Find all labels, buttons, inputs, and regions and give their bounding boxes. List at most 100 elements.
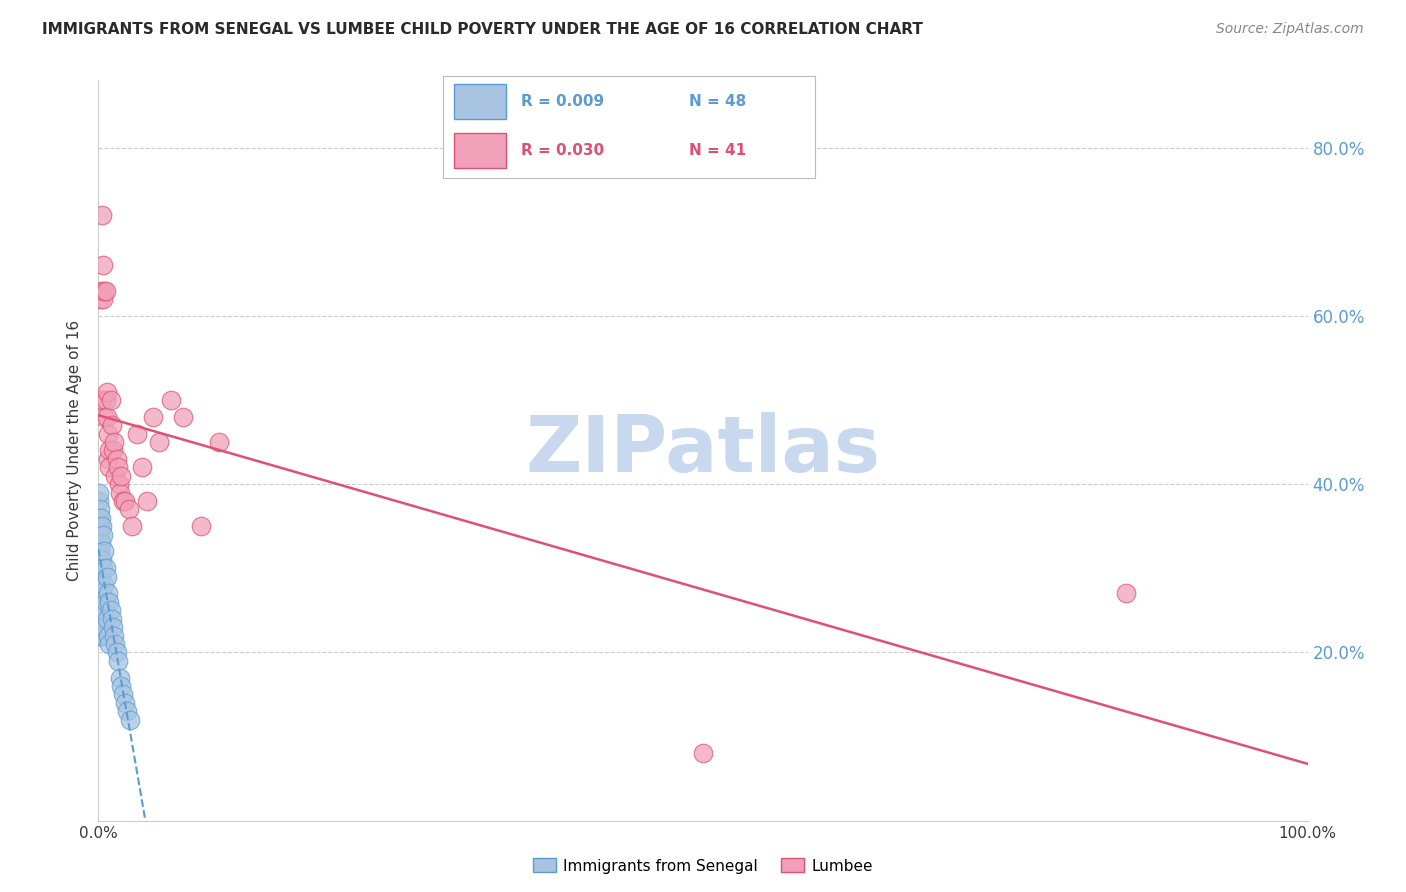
Point <box>117 704 139 718</box>
Point <box>89 569 111 583</box>
Point <box>107 654 129 668</box>
Point <box>93 578 115 592</box>
Bar <box>454 84 506 119</box>
Point <box>91 392 114 407</box>
Point <box>97 586 120 600</box>
Point <box>91 603 114 617</box>
Point <box>107 460 129 475</box>
Point <box>127 426 149 441</box>
Point <box>118 502 141 516</box>
Text: R = 0.030: R = 0.030 <box>522 144 605 158</box>
Y-axis label: Child Poverty Under the Age of 16: Child Poverty Under the Age of 16 <box>67 320 83 581</box>
Point <box>91 628 114 642</box>
Point <box>93 284 115 298</box>
Point <box>105 645 128 659</box>
Point <box>91 519 114 533</box>
Point <box>110 468 132 483</box>
Point <box>101 443 124 458</box>
Text: Source: ZipAtlas.com: Source: ZipAtlas.com <box>1216 22 1364 37</box>
Point <box>101 620 124 634</box>
Point <box>114 494 136 508</box>
Point <box>108 477 131 491</box>
Point <box>91 603 114 617</box>
Point <box>98 595 121 609</box>
Point <box>89 485 111 500</box>
Point <box>100 392 122 407</box>
Point <box>108 485 131 500</box>
Point <box>97 426 120 441</box>
Point <box>100 612 122 626</box>
Point <box>90 578 112 592</box>
Point <box>94 392 117 407</box>
Point <box>692 747 714 761</box>
Point <box>91 292 114 306</box>
Point <box>135 494 157 508</box>
Point <box>97 451 120 466</box>
Point <box>98 637 121 651</box>
Text: N = 48: N = 48 <box>689 94 747 109</box>
Point <box>91 553 114 567</box>
Point <box>90 284 112 298</box>
Point <box>114 696 136 710</box>
Point <box>142 409 165 424</box>
Point <box>96 409 118 424</box>
Point <box>87 494 110 508</box>
Point <box>96 569 118 583</box>
Point <box>89 544 111 558</box>
Point <box>91 586 114 600</box>
Point <box>90 536 112 550</box>
Point <box>89 561 111 575</box>
Point <box>93 620 115 634</box>
Text: IMMIGRANTS FROM SENEGAL VS LUMBEE CHILD POVERTY UNDER THE AGE OF 16 CORRELATION : IMMIGRANTS FROM SENEGAL VS LUMBEE CHILD … <box>42 22 924 37</box>
Point <box>160 392 183 407</box>
Point <box>208 435 231 450</box>
Point <box>148 435 170 450</box>
Point <box>89 519 111 533</box>
Point <box>105 451 128 466</box>
Point <box>90 612 112 626</box>
Point <box>96 612 118 626</box>
Point <box>121 519 143 533</box>
Point <box>89 595 111 609</box>
Point <box>93 409 115 424</box>
Point <box>89 292 111 306</box>
Point <box>90 586 112 600</box>
Point <box>1115 586 1137 600</box>
Point <box>104 637 127 651</box>
Point <box>111 688 134 702</box>
Point <box>111 494 134 508</box>
Point <box>110 679 132 693</box>
Point <box>190 519 212 533</box>
Point <box>91 208 114 222</box>
Point <box>91 258 114 272</box>
Point <box>94 284 117 298</box>
Legend: Immigrants from Senegal, Lumbee: Immigrants from Senegal, Lumbee <box>527 853 879 880</box>
Point <box>94 561 117 575</box>
Point <box>108 671 131 685</box>
Point <box>93 544 115 558</box>
Text: ZIPatlas: ZIPatlas <box>526 412 880 489</box>
Point <box>97 628 120 642</box>
Point <box>91 561 114 575</box>
Point <box>98 443 121 458</box>
Point <box>98 460 121 475</box>
Point <box>104 468 127 483</box>
Point <box>89 628 111 642</box>
Point <box>94 595 117 609</box>
Point <box>103 435 125 450</box>
Text: N = 41: N = 41 <box>689 144 747 158</box>
Point <box>131 460 153 475</box>
Point <box>89 527 111 541</box>
Point <box>172 409 194 424</box>
Bar <box>454 133 506 168</box>
Point <box>100 603 122 617</box>
Point <box>87 510 110 524</box>
Text: R = 0.009: R = 0.009 <box>522 94 605 109</box>
Point <box>96 384 118 399</box>
Point <box>100 418 122 433</box>
Point <box>103 628 125 642</box>
Point <box>90 510 112 524</box>
Point <box>118 713 141 727</box>
Point <box>91 527 114 541</box>
Point <box>89 502 111 516</box>
